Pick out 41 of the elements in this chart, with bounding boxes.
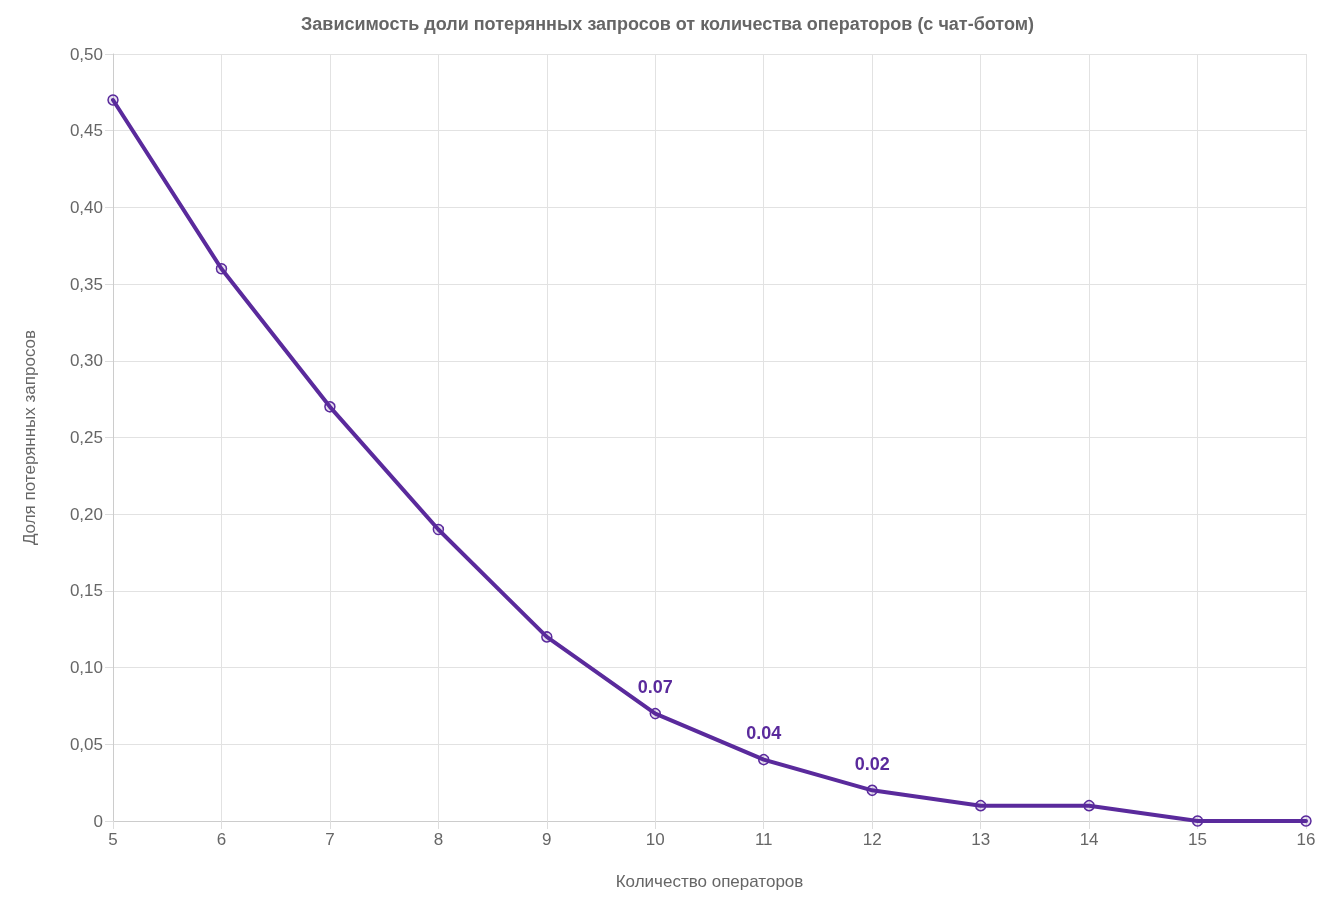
chart-title: Зависимость доли потерянных запросов от количества операторов (с чат-ботом) (301, 14, 1034, 34)
point (866, 784, 878, 797)
point (649, 707, 662, 720)
data-label: 0.02 (854, 753, 890, 774)
x-axis-title: Количество операторов (615, 872, 804, 891)
data-label: 0.04 (746, 722, 782, 743)
y-axis-title: Доля потерянных запросов (20, 329, 39, 546)
x-tick-label: 5 (108, 830, 118, 849)
y-tick-label: 0,40 (69, 197, 103, 217)
data-label: 0.07 (637, 676, 673, 697)
x-tick-label: 14 (1079, 830, 1099, 849)
x-tick-label: 16 (1296, 830, 1316, 849)
point (215, 263, 228, 275)
x-tick-label: 12 (862, 830, 882, 849)
x-tick-label: 15 (1188, 830, 1208, 849)
y-tick-label: 0,45 (69, 121, 103, 141)
point (1083, 799, 1095, 812)
x-tick-label: 6 (216, 830, 227, 849)
point (974, 799, 987, 812)
y-tick-label: 0,15 (69, 581, 103, 601)
y-tick-label: 0,20 (69, 504, 103, 524)
point (757, 753, 770, 766)
point (432, 523, 445, 536)
y-tick-label: 0,50 (69, 44, 103, 64)
x-tick-label: 13 (971, 830, 991, 849)
x-tick-label: 7 (325, 830, 335, 849)
x-tick-label: 11 (754, 830, 773, 849)
x-tick-label: 10 (645, 830, 665, 849)
x-tick-label: 9 (542, 830, 552, 849)
y-tick-label: 0,10 (69, 658, 103, 678)
point (1191, 815, 1204, 827)
point (541, 631, 553, 643)
x-tick-label: 8 (433, 830, 444, 849)
y-tick-label: 0,30 (69, 351, 103, 371)
y-tick-label: 0 (93, 811, 103, 831)
point (107, 94, 119, 106)
point (324, 401, 336, 413)
y-tick-label: 0,35 (69, 274, 103, 294)
y-tick-label: 0,05 (69, 734, 103, 754)
y-tick-label: 0,25 (69, 428, 103, 447)
point (1300, 815, 1312, 827)
